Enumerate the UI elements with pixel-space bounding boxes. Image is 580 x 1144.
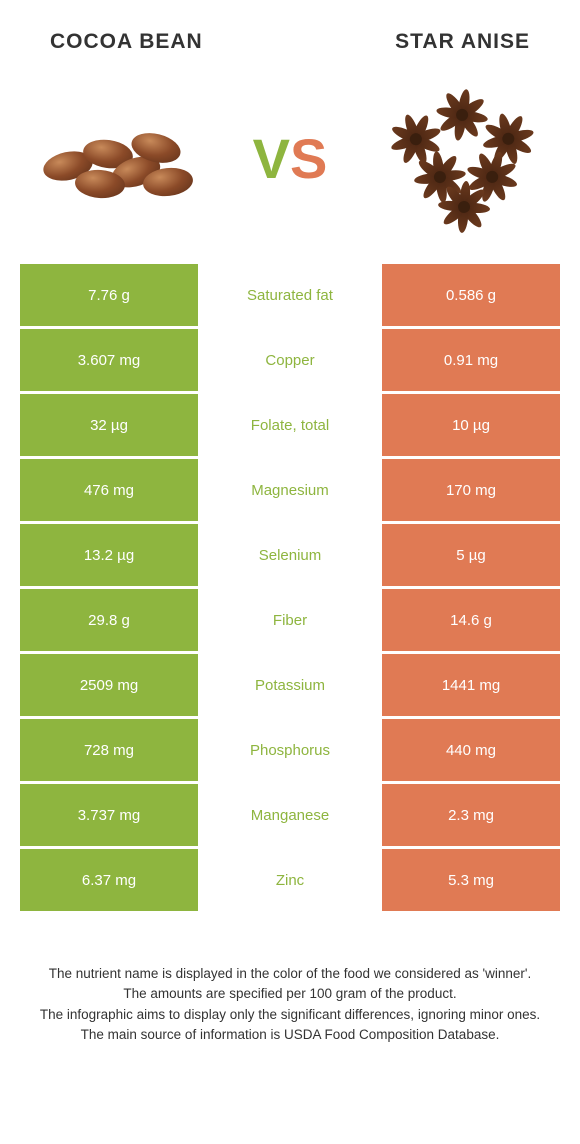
right-value: 0.586 g xyxy=(382,264,560,326)
table-row: 3.737 mgManganese2.3 mg xyxy=(20,784,560,846)
left-value: 6.37 mg xyxy=(20,849,198,911)
nutrient-label: Zinc xyxy=(198,849,382,911)
footnote-line: The amounts are specified per 100 gram o… xyxy=(30,984,550,1004)
footnote-line: The main source of information is USDA F… xyxy=(30,1025,550,1045)
footnote-line: The nutrient name is displayed in the co… xyxy=(30,964,550,984)
table-row: 13.2 µgSelenium5 µg xyxy=(20,524,560,586)
nutrient-label: Potassium xyxy=(198,654,382,716)
left-value: 13.2 µg xyxy=(20,524,198,586)
vs-letter-v: V xyxy=(253,127,290,190)
table-row: 6.37 mgZinc5.3 mg xyxy=(20,849,560,911)
table-row: 2509 mgPotassium1441 mg xyxy=(20,654,560,716)
vs-letter-s: S xyxy=(290,127,327,190)
right-value: 440 mg xyxy=(382,719,560,781)
right-value: 5 µg xyxy=(382,524,560,586)
cocoa-bean-image xyxy=(30,84,200,234)
nutrient-label: Fiber xyxy=(198,589,382,651)
left-value: 7.76 g xyxy=(20,264,198,326)
left-value: 2509 mg xyxy=(20,654,198,716)
right-value: 2.3 mg xyxy=(382,784,560,846)
left-value: 3.737 mg xyxy=(20,784,198,846)
table-row: 476 mgMagnesium170 mg xyxy=(20,459,560,521)
nutrient-label: Manganese xyxy=(198,784,382,846)
left-value: 32 µg xyxy=(20,394,198,456)
right-value: 10 µg xyxy=(382,394,560,456)
right-value: 1441 mg xyxy=(382,654,560,716)
table-row: 7.76 gSaturated fat0.586 g xyxy=(20,264,560,326)
table-row: 29.8 gFiber14.6 g xyxy=(20,589,560,651)
nutrient-label: Folate, total xyxy=(198,394,382,456)
table-row: 728 mgPhosphorus440 mg xyxy=(20,719,560,781)
right-value: 0.91 mg xyxy=(382,329,560,391)
right-food-title: STAR ANISE xyxy=(395,30,530,54)
right-value: 170 mg xyxy=(382,459,560,521)
nutrient-label: Selenium xyxy=(198,524,382,586)
hero-row: VS xyxy=(0,74,580,264)
right-value: 5.3 mg xyxy=(382,849,560,911)
right-value: 14.6 g xyxy=(382,589,560,651)
vs-badge: VS xyxy=(253,131,328,187)
footnote-line: The infographic aims to display only the… xyxy=(30,1005,550,1025)
left-value: 476 mg xyxy=(20,459,198,521)
nutrient-label: Phosphorus xyxy=(198,719,382,781)
left-value: 3.607 mg xyxy=(20,329,198,391)
left-food-title: COCOA BEAN xyxy=(50,30,203,54)
footnote: The nutrient name is displayed in the co… xyxy=(0,914,580,1045)
nutrient-label: Copper xyxy=(198,329,382,391)
header: COCOA BEAN STAR ANISE xyxy=(0,0,580,74)
nutrient-table: 7.76 gSaturated fat0.586 g3.607 mgCopper… xyxy=(20,264,560,911)
table-row: 3.607 mgCopper0.91 mg xyxy=(20,329,560,391)
nutrient-label: Saturated fat xyxy=(198,264,382,326)
star-anise-image xyxy=(380,84,550,234)
left-value: 728 mg xyxy=(20,719,198,781)
nutrient-label: Magnesium xyxy=(198,459,382,521)
left-value: 29.8 g xyxy=(20,589,198,651)
table-row: 32 µgFolate, total10 µg xyxy=(20,394,560,456)
